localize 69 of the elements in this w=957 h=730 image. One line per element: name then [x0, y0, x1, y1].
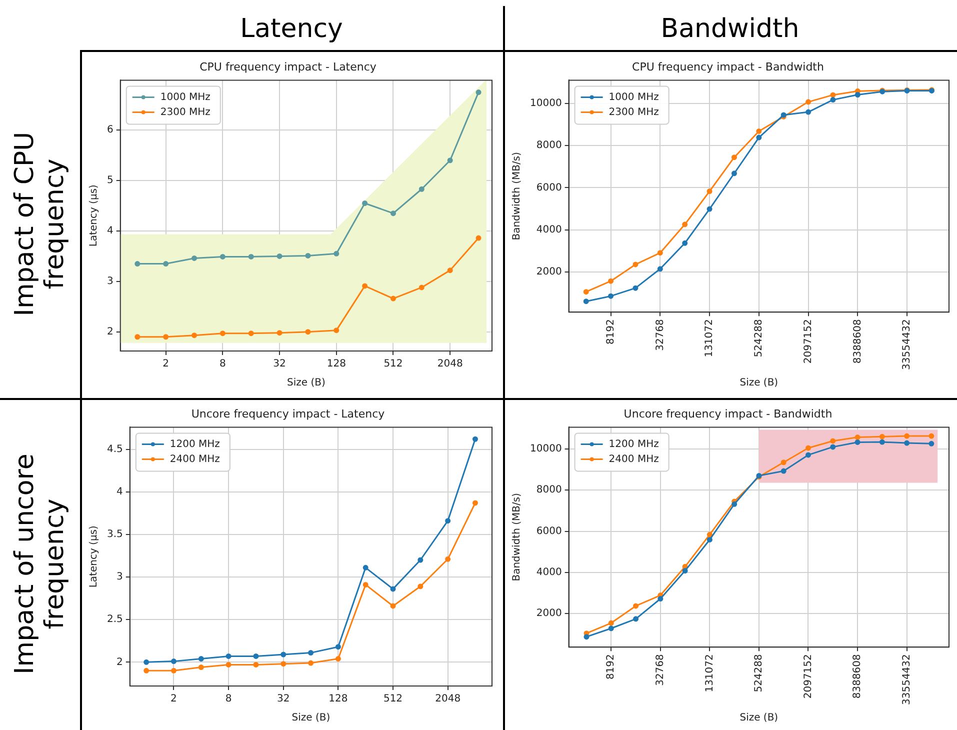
x-tick-label: 2097152 [802, 319, 814, 364]
y-tick-label: 4.5 [106, 444, 123, 455]
legend-label: 2300 MHz [608, 106, 659, 118]
chart-title: Uncore frequency impact - Bandwidth [624, 407, 832, 420]
x-tick-label: 33554432 [901, 654, 912, 706]
x-tick-label: 131072 [704, 654, 716, 692]
y-tick-label: 10000 [530, 444, 562, 455]
x-tick-label: 32768 [654, 319, 666, 351]
x-tick-label: 131072 [704, 319, 716, 358]
y-tick-label: 8000 [536, 140, 562, 152]
y-tick-label: 4 [116, 486, 123, 498]
legend-label: 2300 MHz [160, 106, 210, 118]
x-tick-label: 32768 [655, 654, 666, 686]
y-tick-label: 2000 [536, 608, 562, 620]
y-tick-label: 4000 [536, 224, 562, 236]
y-tick-label: 2.5 [106, 614, 123, 626]
x-tick-label: 524288 [754, 319, 765, 358]
chart-title: CPU frequency impact - Latency [200, 60, 377, 74]
legend-label: 1200 MHz [608, 438, 659, 450]
x-tick-label: 524288 [754, 654, 765, 692]
x-tick-label: 2048 [437, 358, 463, 370]
x-axis-title: Size (B) [740, 712, 778, 724]
x-tick-label: 128 [328, 694, 348, 705]
x-tick-label: 8388608 [852, 319, 864, 364]
y-axis-title: Latency (µs) [88, 184, 100, 247]
x-axis-title: Size (B) [292, 712, 330, 724]
x-tick-label: 8192 [606, 654, 617, 680]
y-tick-label: 2000 [536, 266, 562, 278]
y-tick-label: 3 [116, 572, 123, 583]
y-tick-label: 3.5 [106, 529, 123, 540]
y-tick-label: 3 [106, 276, 114, 288]
x-tick-label: 8388608 [852, 654, 864, 699]
x-tick-label: 32 [273, 358, 286, 370]
y-tick-label: 10000 [530, 98, 562, 109]
text: Latency [239, 14, 344, 44]
y-tick-label: 5 [106, 175, 114, 186]
text: Impact of uncore frequency [10, 452, 70, 676]
x-tick-label: 2 [170, 694, 177, 705]
x-tick-label: 2048 [435, 694, 461, 705]
chart-title: Uncore frequency impact - Latency [191, 407, 386, 420]
y-tick-label: 6000 [536, 526, 562, 537]
y-axis-title: Latency (µs) [88, 525, 100, 588]
legend-label: 2400 MHz [608, 454, 659, 465]
x-tick-label: 512 [384, 358, 403, 370]
x-tick-label: 2097152 [802, 654, 814, 699]
y-tick-label: 4 [106, 226, 114, 237]
y-tick-label: 4000 [536, 567, 562, 578]
legend-label: 1200 MHz [170, 438, 220, 450]
y-tick-label: 6 [106, 124, 114, 136]
y-tick-label: 6000 [536, 182, 562, 194]
x-tick-label: 8192 [605, 319, 616, 345]
legend-label: 1000 MHz [608, 92, 659, 103]
x-tick-label: 128 [326, 358, 346, 370]
x-tick-label: 512 [383, 694, 403, 705]
legend-label: 1000 MHz [160, 92, 210, 103]
y-axis-title: Bandwidth (MB/s) [512, 152, 523, 240]
x-axis-title: Size (B) [740, 378, 778, 389]
x-tick-label: 33554432 [902, 319, 913, 370]
chart-title: CPU frequency impact - Bandwidth [632, 60, 824, 74]
text: Impact of CPU frequency [10, 130, 70, 318]
y-tick-label: 8000 [536, 484, 562, 496]
x-axis-title: Size (B) [286, 378, 326, 389]
x-tick-label: 2 [162, 358, 170, 370]
x-tick-label: 32 [277, 694, 290, 705]
x-tick-label: 8 [225, 694, 232, 705]
y-axis-title: Bandwidth (MB/s) [512, 492, 523, 582]
legend-label: 2400 MHz [170, 454, 220, 465]
x-tick-label: 8 [219, 358, 226, 370]
text: Bandwidth [660, 14, 800, 44]
